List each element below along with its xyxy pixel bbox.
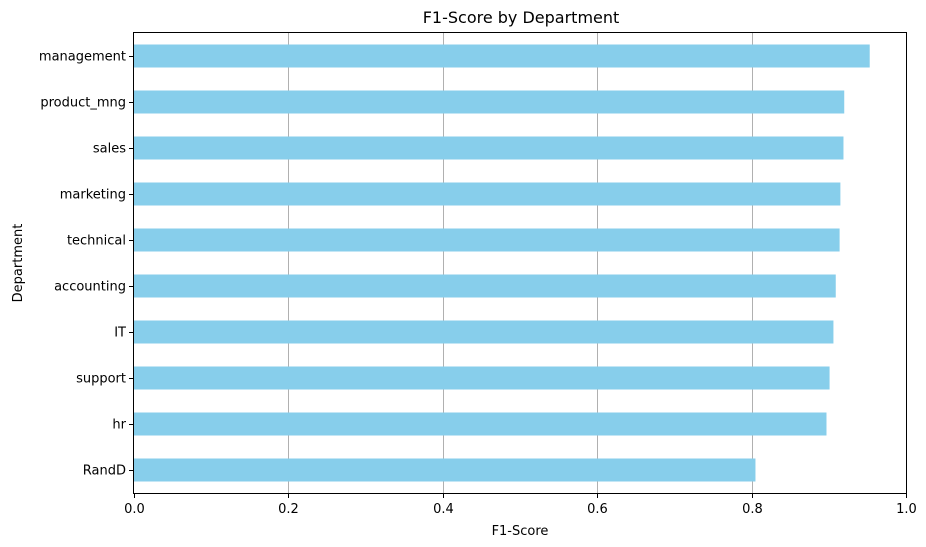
bar-marketing <box>134 182 841 206</box>
y-tick-label: marketing <box>60 188 126 203</box>
y-tick-label: IT <box>114 326 126 341</box>
bar-accounting <box>134 274 836 298</box>
bar-sales <box>134 136 844 160</box>
x-tick-label: 0.2 <box>278 502 299 517</box>
y-tick-label: technical <box>67 234 126 249</box>
x-tick-label: 0.0 <box>124 502 145 517</box>
bar-product_mng <box>134 90 845 114</box>
y-tick-label: management <box>39 50 126 65</box>
x-tick-label: 0.8 <box>742 502 763 517</box>
y-tick-label: product_mng <box>40 96 126 111</box>
plot-frame <box>133 32 907 494</box>
x-tick-label: 0.6 <box>587 502 608 517</box>
chart-title: F1-Score by Department <box>423 8 620 27</box>
bar-technical <box>134 228 840 252</box>
x-axis-ticks: 0.0 0.2 0.4 0.6 0.8 1.0 <box>124 493 917 517</box>
x-axis-label: F1-Score <box>492 524 549 539</box>
bar-support <box>134 366 830 390</box>
y-tick-label: accounting <box>54 280 126 295</box>
bar-IT <box>134 320 834 344</box>
y-tick-label: sales <box>93 142 126 157</box>
y-tick-label: support <box>76 372 126 387</box>
x-tick-label: 0.4 <box>433 502 454 517</box>
y-tick-label: hr <box>112 418 126 433</box>
y-axis-label: Department <box>11 224 26 303</box>
bar-hr <box>134 412 827 436</box>
y-tick-label: RandD <box>83 464 126 479</box>
x-tick-label: 1.0 <box>896 502 917 517</box>
bar-RandD <box>134 458 756 482</box>
bar-layer <box>134 44 870 482</box>
bar-management <box>134 44 870 68</box>
